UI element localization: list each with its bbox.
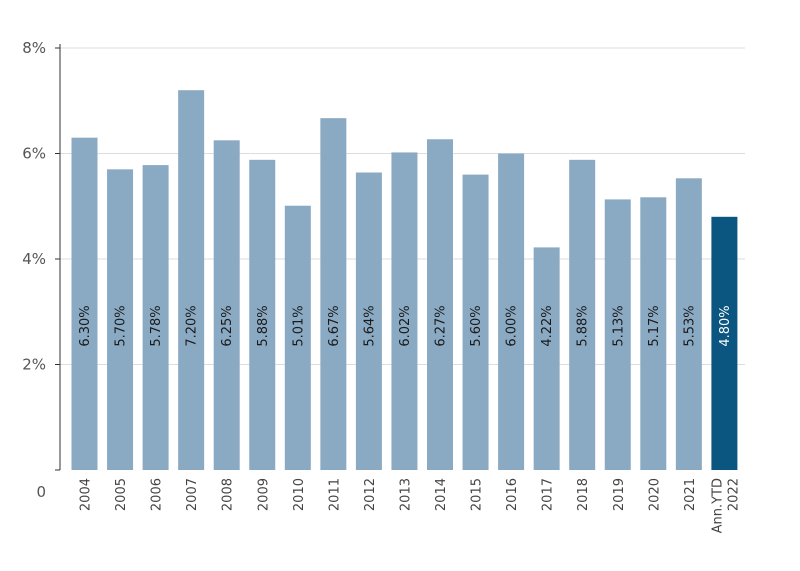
x-tick-label: 2005 (114, 478, 129, 511)
y-tick-label: 0 (36, 483, 46, 501)
data-label: 6.02% (398, 305, 413, 346)
data-label: 5.88% (256, 305, 271, 346)
bar-2021 (675, 178, 702, 471)
bar-2005 (107, 169, 134, 470)
x-tick-labels: 2004 2005 2006 2007 2008 2009 2010 2011 2012 2013… (79, 478, 742, 533)
data-label: 5.01% (291, 305, 306, 346)
data-label: 5.60% (469, 305, 484, 346)
data-labels: 6.30% 5.70% 5.78% 7.20% 6.25% 5.88% 5.01% 6.67%… (78, 305, 733, 346)
data-label: 5.17% (647, 305, 662, 346)
x-tick-label: 2006 (150, 478, 165, 511)
x-tick-label: 2021 (683, 478, 698, 511)
y-tick-labels: 0 2% 4% 6% 8% (22, 39, 46, 501)
bar-2007 (178, 90, 205, 470)
data-label: 6.67% (327, 305, 342, 346)
data-label: 6.27% (434, 305, 449, 346)
bar-2008 (213, 140, 240, 470)
data-label: 4.80% (718, 305, 733, 346)
x-tick-label: 2010 (292, 478, 307, 511)
data-label: 6.30% (78, 305, 93, 346)
x-tick-label: 2015 (470, 478, 485, 511)
y-tick-label: 6% (22, 145, 46, 163)
y-tick-label: 8% (22, 39, 46, 57)
data-label: 5.53% (682, 305, 697, 346)
x-tick-label: 2011 (327, 478, 342, 511)
data-label: 5.13% (611, 305, 626, 346)
data-label: 5.70% (114, 305, 129, 346)
bar-2004 (71, 137, 98, 471)
bars (71, 90, 738, 471)
bar-2016 (498, 153, 525, 470)
data-label: 5.78% (149, 305, 164, 346)
bar-2009 (249, 159, 276, 470)
x-tick-label: 2007 (185, 478, 200, 511)
bar-2019 (604, 199, 631, 470)
bar-ann-ytd-2022 (711, 216, 738, 470)
bar-2014 (427, 139, 453, 470)
bar-2017 (533, 247, 560, 470)
bar-2015 (462, 174, 489, 470)
data-label: 7.20% (185, 305, 200, 346)
x-tick-label: 2018 (576, 478, 591, 511)
bar-2020 (640, 197, 667, 470)
bar-2006 (142, 165, 169, 471)
x-tick-label: 2016 (505, 478, 520, 511)
x-tick-label: 2008 (221, 478, 236, 511)
data-label: 6.25% (220, 305, 235, 346)
x-tick-label: 2009 (256, 478, 271, 511)
data-label: 5.88% (576, 305, 591, 346)
x-tick-label: 2013 (398, 478, 413, 511)
x-tick-label: 2012 (363, 478, 378, 511)
axes (55, 44, 61, 471)
x-tick-label: 2004 (79, 478, 94, 511)
bar-2013 (391, 152, 418, 470)
bar-2018 (569, 159, 596, 470)
data-label: 5.64% (362, 305, 377, 346)
x-tick-label: 2020 (647, 478, 662, 511)
x-tick-label: 2017 (541, 478, 556, 511)
bar-2012 (355, 172, 382, 471)
bar-2011 (320, 118, 347, 470)
y-tick-label: 4% (22, 250, 46, 268)
y-tick-label: 2% (22, 356, 46, 374)
data-label: 4.22% (540, 305, 555, 346)
data-label: 6.00% (505, 305, 520, 346)
x-tick-label: Ann.YTD2022 (710, 478, 741, 533)
bar-2010 (284, 205, 311, 470)
x-tick-label: 2014 (434, 478, 449, 511)
x-tick-label: 2019 (612, 478, 627, 511)
